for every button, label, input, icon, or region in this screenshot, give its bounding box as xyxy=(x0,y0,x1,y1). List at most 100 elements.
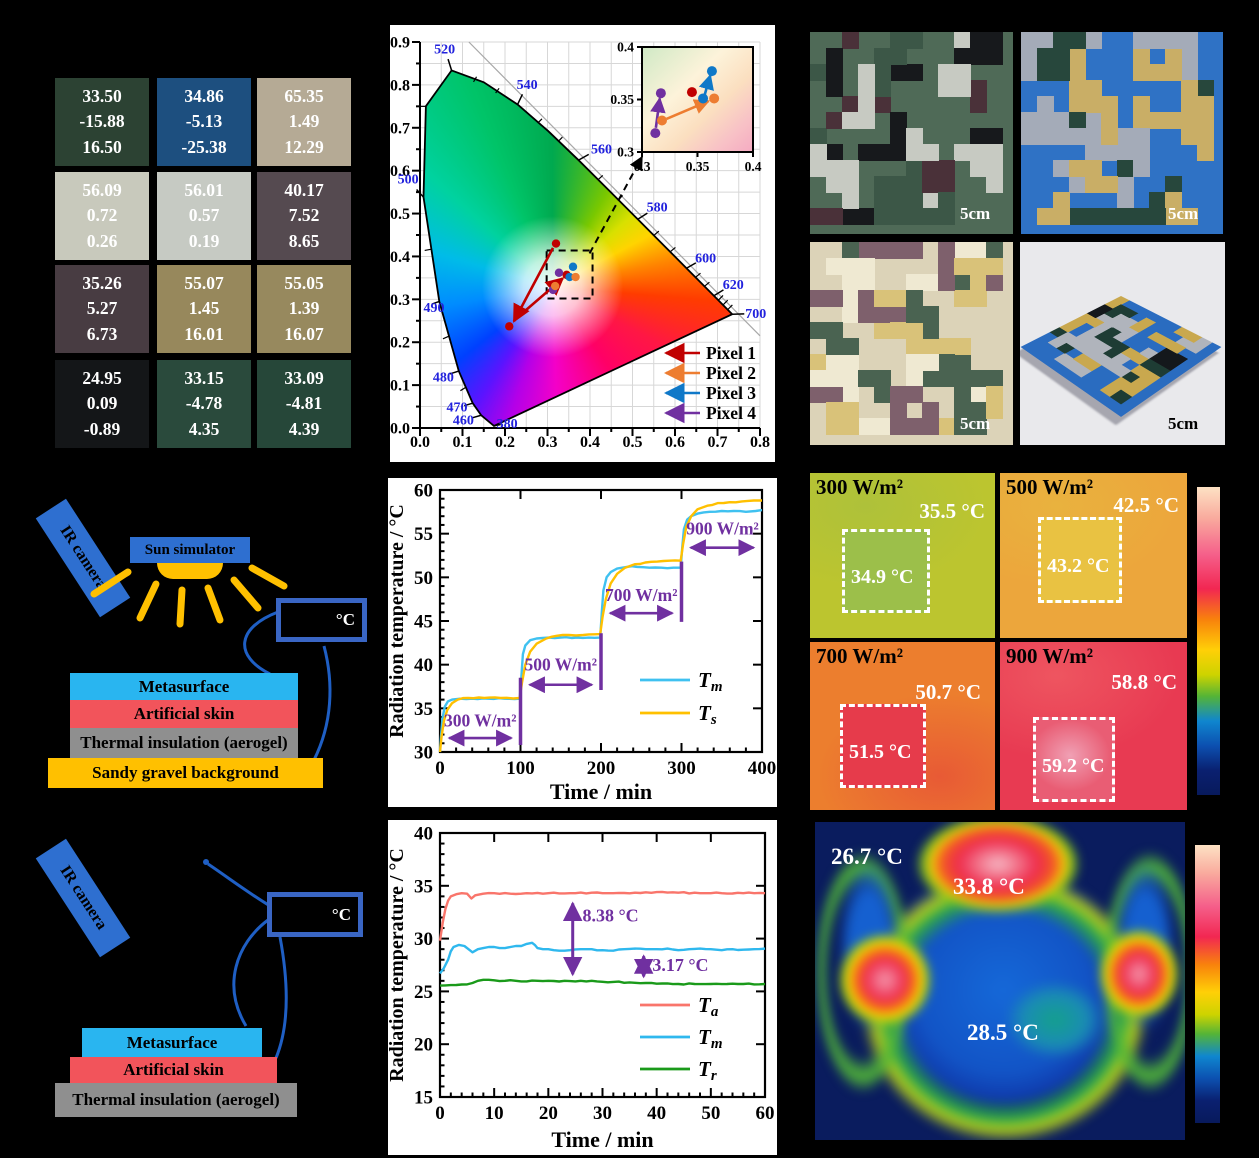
camo-block xyxy=(826,112,843,129)
sun-ray xyxy=(90,568,132,598)
locus-tick xyxy=(472,414,482,419)
lab-value: 56.09 xyxy=(82,179,122,200)
camo-block xyxy=(906,322,923,339)
camo-block xyxy=(906,160,923,177)
x-axis-title: Time / min xyxy=(551,1127,653,1152)
camo-block xyxy=(1085,176,1102,193)
camo-block xyxy=(874,176,891,193)
camo-block xyxy=(1181,64,1198,81)
x-axis-title: Time / min xyxy=(550,779,652,804)
layer-artificial-skin: Artificial skin xyxy=(70,700,298,728)
camo-block xyxy=(874,64,891,81)
camo-block xyxy=(874,306,891,323)
camo-block xyxy=(810,144,827,161)
camo-block xyxy=(858,290,875,307)
camo-block xyxy=(922,418,939,435)
camo-block xyxy=(810,208,827,225)
camo-block xyxy=(826,418,843,435)
camo-block xyxy=(1069,32,1086,49)
camo-block xyxy=(954,32,971,49)
camo-block xyxy=(906,64,923,81)
camo-block xyxy=(842,354,859,371)
lab-value: 16.07 xyxy=(284,323,324,344)
y-tick-label: 40 xyxy=(414,824,433,845)
camo-block xyxy=(954,402,971,419)
x-tick-label: 0.5 xyxy=(623,434,643,451)
camo-block xyxy=(938,192,955,209)
lab-value: 4.39 xyxy=(288,418,320,439)
sample-outline-box: 34.9 °C xyxy=(842,529,930,613)
diagonal-line xyxy=(468,41,761,337)
camo-block xyxy=(1181,112,1198,129)
camo-block xyxy=(1149,64,1166,81)
camo-block xyxy=(842,96,859,113)
camo-block xyxy=(1117,128,1134,145)
camo-block xyxy=(1197,128,1214,145)
camo-block xyxy=(1165,208,1182,225)
camo-block xyxy=(1101,112,1118,129)
thermal-image-900: 900 W/m² 58.8 °C 59.2 °C xyxy=(1000,642,1187,810)
camo-block xyxy=(874,80,891,97)
camo-block xyxy=(890,418,907,435)
x-tick-label: 0.1 xyxy=(453,434,473,451)
camo-block xyxy=(1021,128,1038,145)
camo-block xyxy=(1133,112,1150,129)
camo-block xyxy=(1053,64,1070,81)
camo-block xyxy=(1165,192,1182,209)
step-radiation-chart: 30 35 40 45 50 55 60 0 100 200 300 400 Time / min Rad… xyxy=(388,478,777,807)
camo-block xyxy=(874,418,891,435)
y-axis-title: Radiation temperature / °C xyxy=(388,848,408,1082)
x-tick-label: 300 xyxy=(667,758,696,779)
thermocouple-wire xyxy=(243,610,279,676)
legend-label: Pixel 1 xyxy=(706,343,756,363)
thermocouple-wire xyxy=(274,936,288,1059)
camo-block xyxy=(842,402,859,419)
camo-block xyxy=(826,370,843,387)
sample-outline-box: 43.2 °C xyxy=(1038,517,1122,603)
color-sample-grid: 33.50 -15.88 16.50 34.86 -5.13 -25.38 65.35 1.4… xyxy=(0,0,380,470)
locus-minor-tick xyxy=(703,281,710,287)
camo-block xyxy=(826,64,843,81)
thermocouple-wire xyxy=(312,645,332,761)
camo-block xyxy=(1133,144,1150,161)
locus-tick xyxy=(449,370,460,375)
inset-point xyxy=(656,115,667,126)
photo-tilted-sheet xyxy=(1020,242,1225,445)
camo-block xyxy=(1053,32,1070,49)
lab-value: 0.57 xyxy=(188,205,220,226)
camo-block xyxy=(1069,128,1086,145)
lab-value: -4.78 xyxy=(185,393,223,414)
camouflage-photos: 5cm 5cm 5cm 5cm xyxy=(810,32,1225,445)
camo-block xyxy=(922,402,939,419)
camo-block xyxy=(1085,32,1102,49)
camo-block xyxy=(874,242,891,259)
camo-block xyxy=(954,274,971,291)
camo-block xyxy=(874,144,891,161)
sun-simulator-box: Sun simulator xyxy=(130,537,250,563)
power-label: 500 W/m² xyxy=(1006,475,1093,499)
camo-block xyxy=(858,208,875,225)
camo-block xyxy=(826,402,843,419)
cie-annotation-layer: 0.0 0.1 0.2 0.3 0.4 0.5 0.6 0.7 0.8 0.9 0.0 0.1 0.2 0… xyxy=(390,35,770,452)
solar-experiment-diagram: IR camera Sun simulator °C Metasurface A… xyxy=(30,480,380,810)
camo-block xyxy=(922,370,939,387)
camo-block xyxy=(922,192,939,209)
lab-value: -0.89 xyxy=(83,418,121,439)
camo-block xyxy=(954,354,971,371)
color-sample: 35.26 5.27 6.73 xyxy=(55,265,149,353)
camo-block xyxy=(810,128,827,145)
y-tick-label: 0.7 xyxy=(390,120,410,137)
camo-block xyxy=(954,386,971,403)
thermal-image-300: 300 W/m² 35.5 °C 34.9 °C xyxy=(810,473,995,638)
camo-block xyxy=(890,242,907,259)
thermal-image-700: 700 W/m² 50.7 °C 51.5 °C xyxy=(810,642,995,810)
x-tick-label: 30 xyxy=(593,1103,612,1124)
camo-block xyxy=(970,386,987,403)
wavelength-label: 470 xyxy=(446,401,467,416)
y-tick-label: 0.4 xyxy=(390,249,410,266)
wavelength-label: 480 xyxy=(433,371,454,386)
camo-block xyxy=(954,418,971,435)
chromaticity-point xyxy=(550,281,560,291)
camo-block xyxy=(890,192,907,209)
